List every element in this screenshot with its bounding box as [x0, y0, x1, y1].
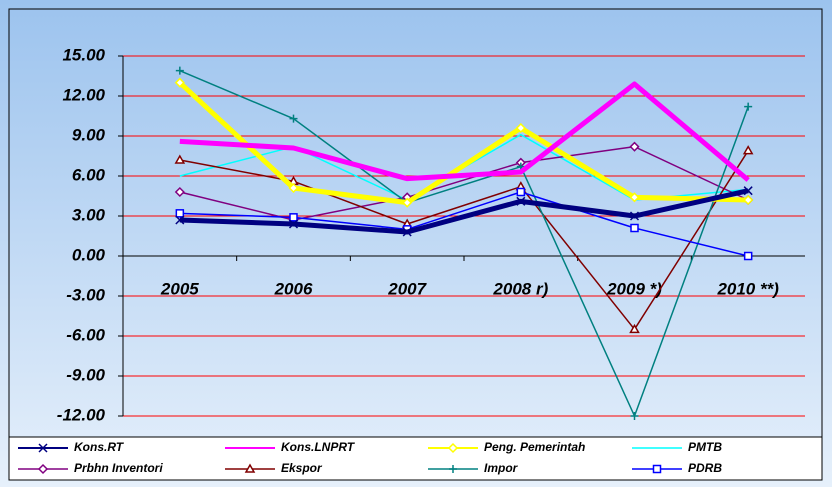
data-point	[743, 194, 754, 206]
data-point	[629, 211, 640, 221]
y-tick-label: 9.00	[72, 125, 106, 144]
legend-label: Prbhn Inventori	[74, 461, 163, 475]
x-tick-label: 2007	[387, 279, 427, 298]
data-point	[288, 182, 299, 194]
data-point	[630, 412, 639, 420]
data-point	[402, 227, 412, 237]
legend-label: Peng. Pemerintah	[484, 440, 585, 454]
y-tick-label: 0.00	[72, 245, 106, 264]
data-point	[175, 209, 185, 218]
legend-label: Kons.RT	[74, 440, 125, 454]
data-point	[175, 66, 184, 75]
data-point	[174, 154, 186, 164]
series-line	[179, 145, 749, 221]
legend-marker	[449, 465, 457, 473]
legend-marker	[38, 443, 48, 453]
data-point	[402, 197, 413, 208]
y-tick-label: -3.00	[66, 285, 105, 304]
legend-marker	[447, 442, 459, 454]
legend-marker	[652, 464, 662, 474]
data-point	[516, 187, 526, 197]
data-point	[743, 186, 753, 196]
legend-marker	[37, 463, 49, 475]
legend-label: Impor	[484, 461, 519, 475]
legend-box	[8, 436, 823, 481]
y-tick-label: 12.00	[62, 85, 105, 104]
legend-label: PDRB	[688, 461, 722, 475]
series-line	[179, 81, 750, 182]
x-tick-label: 2009 *)	[606, 279, 662, 298]
data-point	[289, 213, 298, 222]
legend-label: Ekspor	[281, 461, 323, 475]
data-point	[175, 215, 185, 225]
y-tick-label: 15.00	[62, 45, 105, 64]
series-line	[179, 69, 749, 417]
series-line	[178, 80, 749, 206]
series-line	[179, 150, 749, 331]
data-point	[174, 186, 185, 198]
data-point	[174, 77, 185, 88]
legend-label: Kons.LNPRT	[281, 440, 356, 454]
data-point	[630, 223, 639, 233]
data-point	[743, 251, 753, 261]
data-point	[742, 145, 754, 155]
data-point	[515, 122, 526, 134]
series-line	[179, 188, 749, 235]
data-point	[629, 192, 640, 203]
y-tick-label: 6.00	[72, 165, 106, 184]
legend-label: PMTB	[688, 440, 722, 454]
data-point	[289, 114, 298, 123]
series-line	[179, 191, 749, 257]
data-point	[288, 219, 299, 229]
x-tick-label: 2008 r)	[492, 279, 548, 298]
x-tick-label: 2010 **)	[716, 279, 779, 298]
y-tick-label: -12.00	[57, 405, 106, 424]
legend-marker	[244, 463, 256, 473]
data-point	[516, 196, 526, 206]
y-tick-label: -6.00	[66, 325, 105, 344]
data-point	[629, 141, 640, 152]
data-point	[744, 102, 753, 111]
data-point	[629, 323, 640, 334]
x-tick-label: 2005	[160, 279, 199, 298]
y-tick-label: -9.00	[66, 365, 105, 384]
x-tick-label: 2006	[274, 279, 313, 298]
y-tick-label: 3.00	[72, 205, 106, 224]
